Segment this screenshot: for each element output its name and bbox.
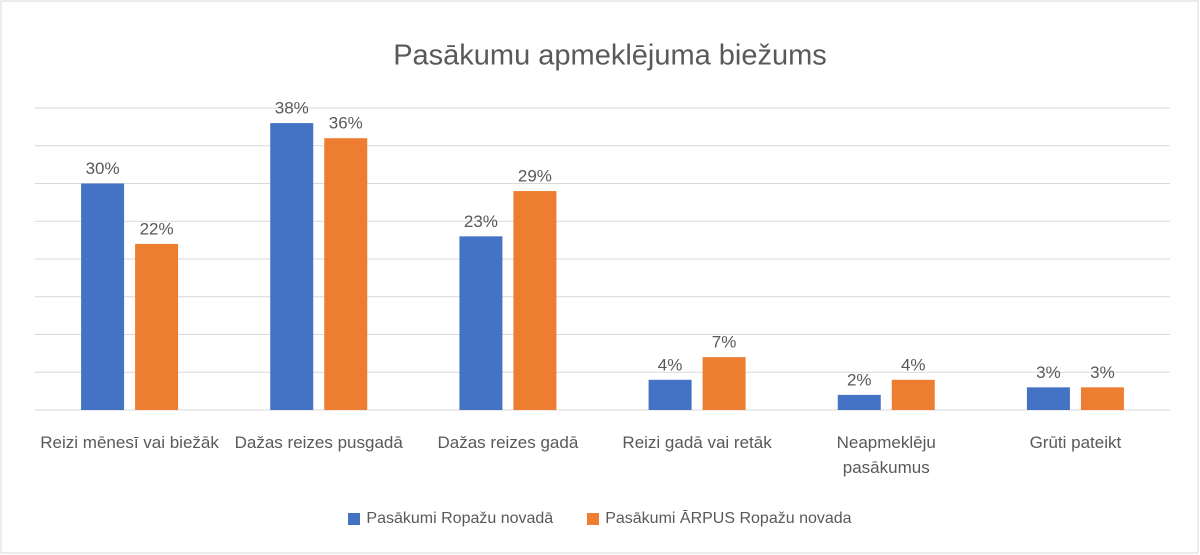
- legend-item: Pasākumi Ropažu novadā: [348, 510, 553, 528]
- bar: [513, 191, 557, 410]
- bar: [648, 379, 692, 410]
- x-tick-label: Neapmeklēju pasākumus: [836, 433, 936, 477]
- bar: [270, 123, 314, 410]
- data-label: 2%: [847, 370, 872, 389]
- x-tick-label: Reizi gadā vai retāk: [622, 433, 772, 452]
- x-tick-label: Grūti pateikt: [1029, 433, 1122, 452]
- data-label: 3%: [1036, 363, 1061, 382]
- data-label: 4%: [901, 355, 926, 374]
- data-label: 23%: [464, 212, 498, 231]
- data-label: 4%: [658, 355, 683, 374]
- legend-label: Pasākumi ĀRPUS Ropažu novada: [605, 510, 852, 527]
- legend-swatch: [348, 513, 361, 525]
- data-label: 38%: [275, 99, 309, 118]
- legend-item: Pasākumi ĀRPUS Ropažu novada: [587, 510, 852, 528]
- legend: Pasākumi Ropažu novadā Pasākumi ĀRPUS Rop…: [0, 510, 1200, 528]
- x-tick-label: Dažas reizes pusgadā: [234, 433, 403, 452]
- data-label: 29%: [518, 167, 552, 186]
- data-label: 22%: [140, 219, 174, 238]
- legend-swatch: [587, 513, 600, 525]
- data-label: 30%: [86, 159, 120, 178]
- bar: [1080, 387, 1124, 410]
- x-tick-label: Reizi mēnesī vai biežāk: [40, 433, 219, 452]
- data-label: 7%: [712, 333, 737, 352]
- legend-label: Pasākumi Ropažu novadā: [366, 510, 554, 527]
- bar: [837, 394, 881, 410]
- bar: [324, 138, 368, 410]
- data-label: 3%: [1090, 363, 1115, 382]
- bar: [459, 236, 503, 410]
- x-tick-label: Dažas reizes gadā: [437, 433, 579, 452]
- bar: [891, 379, 935, 410]
- chart-title: Pasākumu apmeklējuma biežums: [393, 40, 827, 72]
- bar: [702, 357, 746, 410]
- bar: [81, 183, 125, 410]
- bar: [1026, 387, 1070, 410]
- bar: [135, 243, 179, 410]
- data-label: 36%: [329, 114, 363, 133]
